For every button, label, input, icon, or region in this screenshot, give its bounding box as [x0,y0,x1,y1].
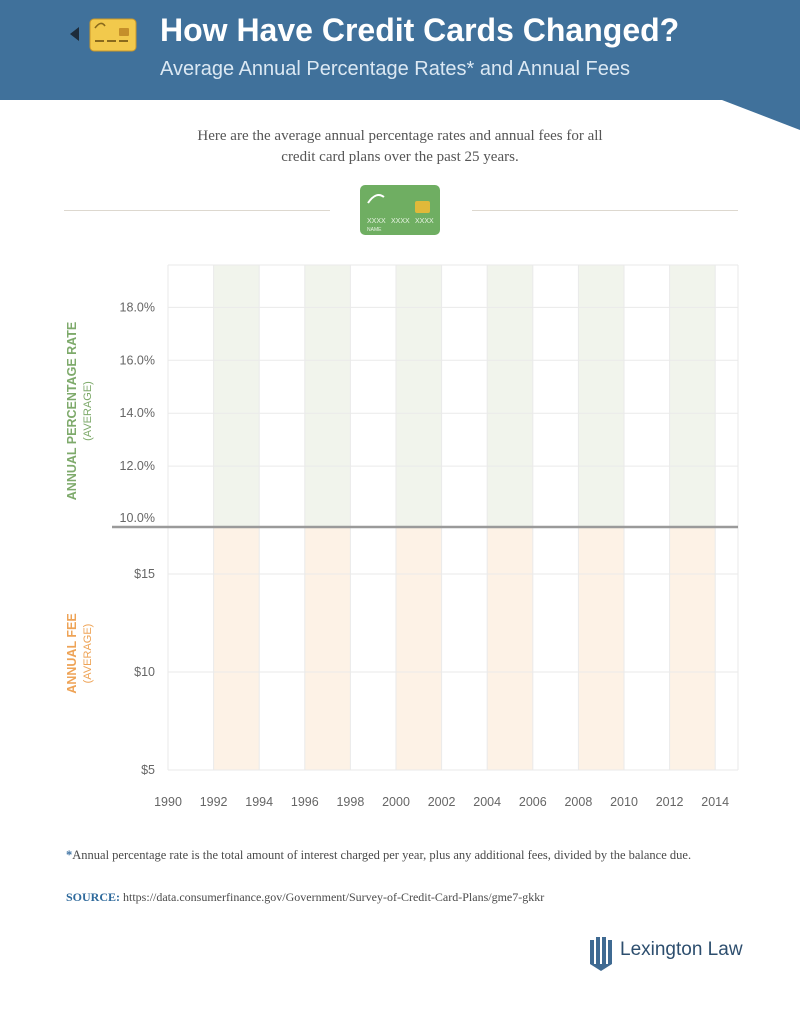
x-tick-label: 2012 [656,795,684,809]
x-tick-label: 2004 [473,795,501,809]
card-number-2: XXXX [391,218,410,225]
x-tick-label: 2000 [382,795,410,809]
x-tick-label: 2006 [519,795,547,809]
apr-band [578,265,624,527]
fee-band [396,527,442,770]
apr-tick-label: 18.0% [120,300,155,314]
x-tick-label: 2014 [701,795,729,809]
brand-name: Lexington Law [620,939,743,960]
fee-band [578,527,624,770]
fee-tick-label: $5 [141,763,155,777]
page-subtitle: Average Annual Percentage Rates* and Ann… [160,58,630,80]
x-tick-label: 2002 [428,795,456,809]
fee-tick-label: $10 [134,665,155,679]
fee-band [213,527,260,770]
apr-band [396,265,442,527]
lexington-law-logo-icon [590,937,612,971]
divider-right [472,210,738,211]
divider-left [64,210,330,211]
source-url[interactable]: https://data.consumerfinance.gov/Governm… [123,890,545,904]
fee-band [304,527,351,770]
card-name: NAME [367,227,382,233]
x-tick-label: 2010 [610,795,638,809]
fee-axis-title: ANNUAL FEE [65,613,79,693]
back-arrow-icon[interactable] [70,27,79,41]
apr-band [669,265,716,527]
card-number-1: XXXX [367,218,386,225]
x-tick-label: 1998 [336,795,364,809]
apr-tick-label: 16.0% [120,353,155,367]
fee-band [669,527,716,770]
x-tick-label: 1996 [291,795,319,809]
x-tick-label: 1994 [245,795,273,809]
card-number-3: XXXX [415,218,434,225]
apr-tick-label: 12.0% [120,459,155,473]
apr-tick-label: 14.0% [120,406,155,420]
header-notch [722,100,800,130]
footnote: *Annual percentage rate is the total amo… [66,846,726,864]
source-label: SOURCE: [66,890,121,904]
source-line: SOURCE: https://data.consumerfinance.gov… [66,890,544,905]
page-title: How Have Credit Cards Changed? [160,12,680,48]
apr-tick-label: 10.0% [120,511,155,525]
x-tick-label: 1992 [200,795,228,809]
fee-tick-label: $15 [134,567,155,581]
apr-band [213,265,260,527]
apr-axis-subtitle: (AVERAGE) [82,381,94,441]
intro-text: Here are the average annual percentage r… [197,128,603,165]
fee-band [487,527,533,770]
divider-card-icon: XXXX XXXX XXXX NAME [360,185,440,235]
x-tick-label: 1990 [154,795,182,809]
x-tick-label: 2008 [564,795,592,809]
fee-axis-subtitle: (AVERAGE) [82,624,94,684]
apr-band [304,265,351,527]
apr-band [487,265,533,527]
apr-axis-title: ANNUAL PERCENTAGE RATE [65,322,79,500]
footnote-marker: * [66,848,73,862]
footnote-text: Annual percentage rate is the total amou… [72,848,692,862]
header-card-icon [89,18,137,52]
